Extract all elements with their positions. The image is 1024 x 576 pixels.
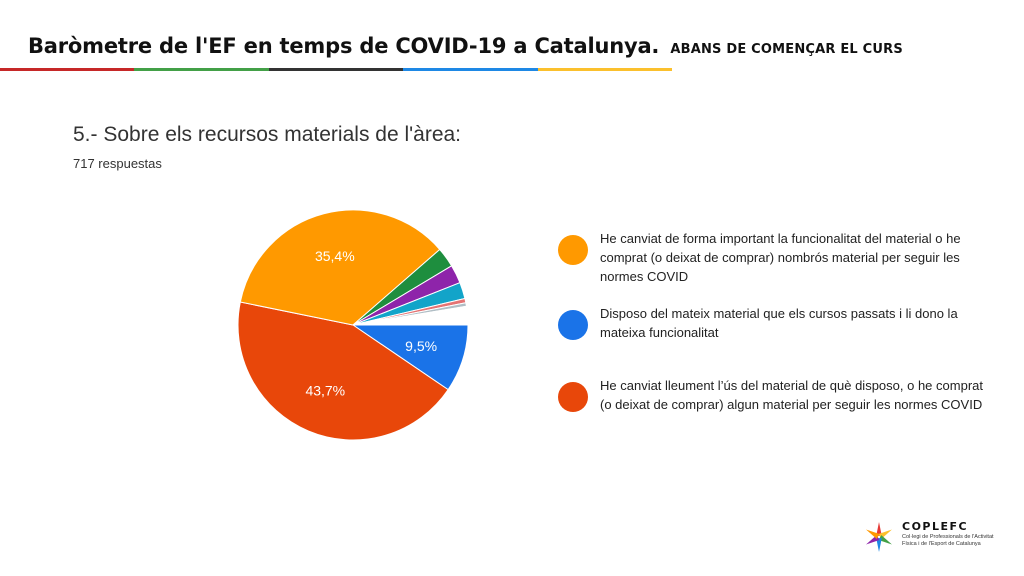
color-bar-segment (268, 68, 404, 71)
legend-swatch-blue (558, 310, 588, 340)
color-bar-segment (537, 68, 673, 71)
legend-swatch-orange (558, 235, 588, 265)
coplefc-logo: COPLEFC Col·legi de Professionals de l'A… (862, 520, 994, 556)
logo-ray (878, 535, 892, 545)
pie-chart: 9,5% 43,7% 35,4% (237, 209, 469, 441)
color-bar-segment (0, 68, 135, 71)
legend-item-same-material: Disposo del mateix material que els curs… (558, 304, 988, 342)
logo-name: COPLEFC (902, 520, 969, 533)
pie-slice-2 (239, 209, 441, 326)
legend-label: Disposo del mateix material que els curs… (600, 306, 958, 340)
slice-label-1: 43,7% (305, 383, 345, 399)
pie-slice-8 (352, 305, 469, 326)
logo-star-icon (866, 522, 892, 552)
slice-label-0: 9,5% (405, 338, 437, 354)
logo-ray (876, 538, 882, 552)
color-bar-segment (403, 68, 538, 71)
logo-ray (866, 529, 880, 539)
legend-item-important-change: He canviat de forma important la funcion… (558, 229, 988, 286)
header-color-bar (0, 68, 673, 71)
page-title: Baròmetre de l'EF en temps de COVID-19 a… (28, 34, 903, 58)
logo-ray (876, 522, 882, 536)
legend-item-slight-change: He canviat lleument l’ús del material de… (558, 376, 988, 414)
response-count: 717 respuestas (73, 156, 162, 171)
slice-label-2: 35,4% (315, 248, 355, 264)
legend-swatch-red (558, 382, 588, 412)
question-title: 5.- Sobre els recursos materials de l'àr… (73, 123, 462, 146)
logo-subtitle: Col·legi de Professionals de l'Activitat… (902, 534, 994, 547)
color-bar-segment (134, 68, 269, 71)
title-main: Baròmetre de l'EF en temps de COVID-19 a… (28, 34, 660, 58)
legend-label: He canviat lleument l’ús del material de… (600, 378, 983, 412)
legend-label: He canviat de forma important la funcion… (600, 231, 961, 284)
pie-slice-1 (237, 301, 449, 441)
title-subtitle: ABANS DE COMENÇAR EL CURS (670, 42, 903, 57)
